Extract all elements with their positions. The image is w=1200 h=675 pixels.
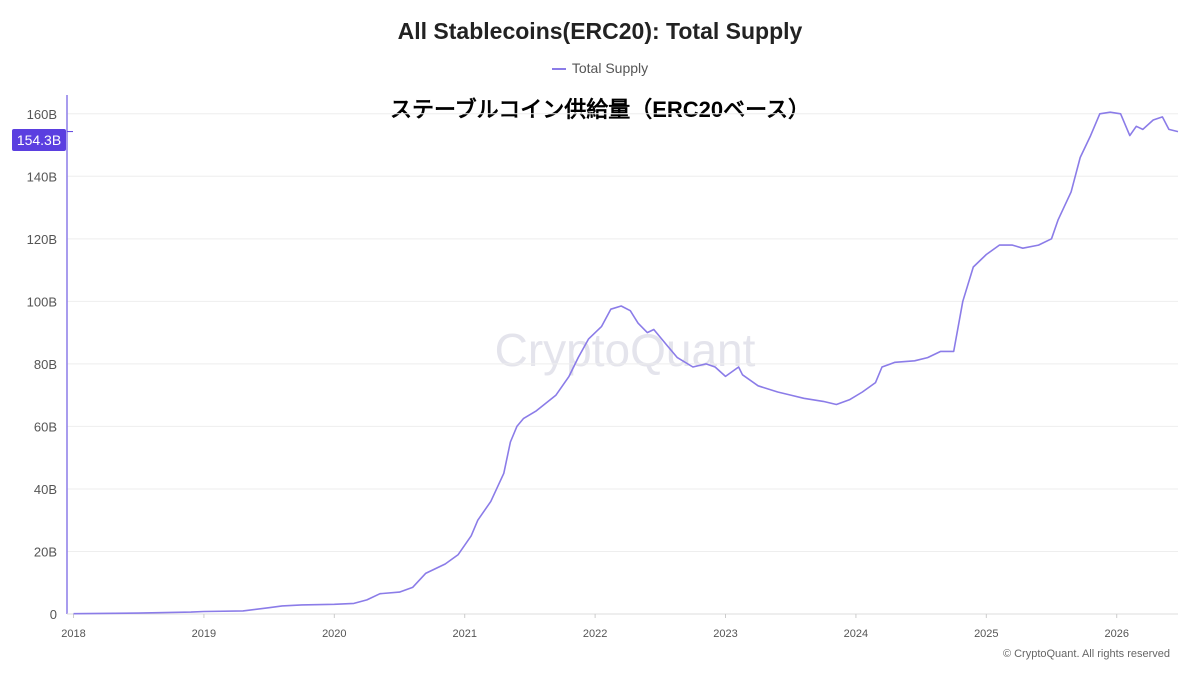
x-tick-label: 2026 bbox=[1104, 628, 1128, 640]
watermark-text: CryptoQuant bbox=[495, 324, 756, 376]
x-tick-label: 2019 bbox=[192, 628, 216, 640]
y-tick-label: 100B bbox=[27, 294, 57, 309]
chart-title: All Stablecoins(ERC20): Total Supply bbox=[397, 18, 803, 44]
x-tick-label: 2022 bbox=[583, 628, 607, 640]
y-tick-label: 160B bbox=[27, 107, 57, 122]
x-tick-label: 2024 bbox=[844, 628, 868, 640]
x-tick-label: 2020 bbox=[322, 628, 346, 640]
x-tick-label: 2023 bbox=[713, 628, 737, 640]
y-tick-label: 80B bbox=[34, 357, 57, 372]
current-value-badge: 154.3B bbox=[12, 129, 66, 151]
chart-subtitle: ステーブルコイン供給量（ERC20ベース） bbox=[389, 97, 811, 122]
x-tick-label: 2025 bbox=[974, 628, 998, 640]
series-line-total-supply bbox=[73, 111, 1179, 615]
legend[interactable]: Total Supply bbox=[0, 60, 1200, 76]
legend-swatch bbox=[551, 68, 566, 71]
x-tick-label: 2021 bbox=[452, 628, 476, 640]
y-tick-label: 140B bbox=[27, 169, 57, 184]
x-tick-label: 2018 bbox=[61, 628, 85, 640]
copyright-notice: © CryptoQuant. All rights reserved bbox=[1002, 648, 1170, 660]
y-tick-label: 0 bbox=[50, 607, 57, 622]
y-tick-label: 60B bbox=[34, 419, 57, 434]
y-tick-label: 40B bbox=[34, 482, 57, 497]
y-tick-label: 20B bbox=[34, 544, 57, 559]
y-tick-label: 120B bbox=[27, 232, 57, 247]
legend-label: Total Supply bbox=[571, 60, 649, 76]
